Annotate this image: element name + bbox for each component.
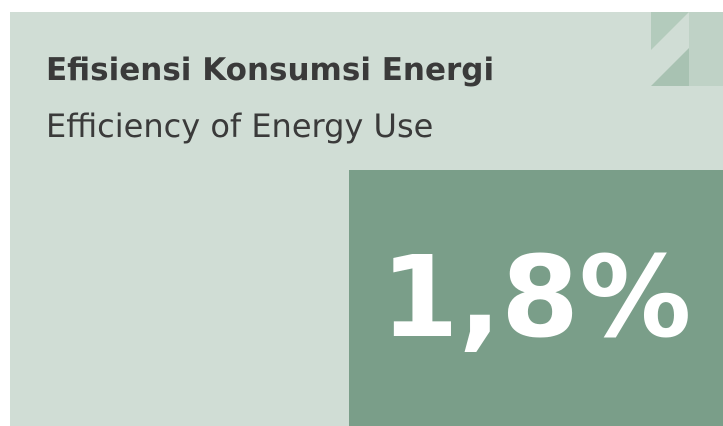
value-box <box>349 170 723 426</box>
value-text: 1,8% <box>381 233 692 363</box>
decor-strip <box>689 12 723 86</box>
card-subtitle: Efficiency of Energy Use <box>46 107 433 145</box>
card-title: Efisiensi Konsumsi Energi <box>46 52 494 88</box>
decor-triangle-bottom <box>651 12 689 86</box>
decor-triangle-top <box>651 12 689 50</box>
